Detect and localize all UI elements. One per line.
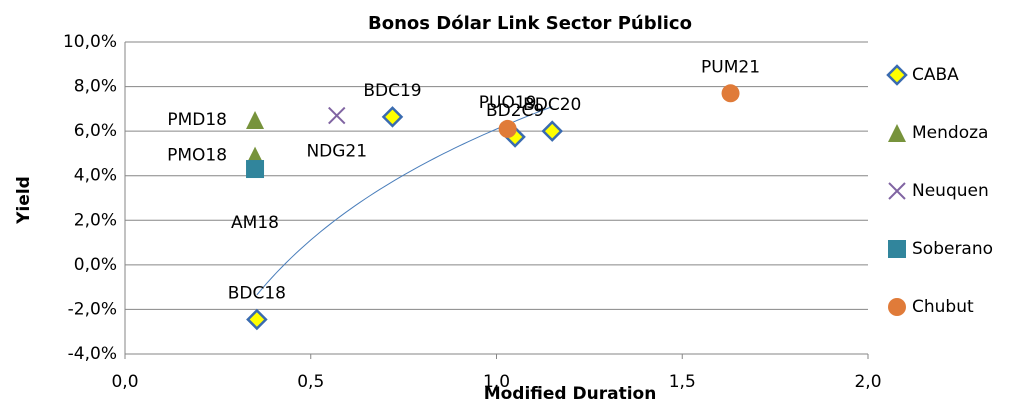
point xyxy=(246,160,265,179)
point xyxy=(721,84,740,103)
legend-label: Mendoza xyxy=(912,123,988,143)
point xyxy=(246,308,268,331)
legend-marker xyxy=(888,182,906,200)
data-label: AM18 xyxy=(231,213,279,233)
y-tick-label: 8,0% xyxy=(74,77,117,97)
legend-label: Chubut xyxy=(912,297,974,317)
data-label: BDC19 xyxy=(363,81,421,101)
y-tick-label: 10,0% xyxy=(63,32,117,52)
x-tick-label: 0,5 xyxy=(297,372,324,392)
point xyxy=(328,106,346,125)
data-label: BD2C9 xyxy=(486,101,544,121)
point xyxy=(246,111,265,129)
data-label: PMD18 xyxy=(167,110,227,130)
legend-marker xyxy=(888,240,906,258)
legend-marker xyxy=(888,298,906,316)
x-axis-title: Modified Duration xyxy=(484,384,657,404)
y-tick-label: 4,0% xyxy=(74,166,117,186)
y-tick-label: -2,0% xyxy=(68,299,117,319)
x-tick-label: 0,0 xyxy=(111,372,138,392)
legend-label: Neuquen xyxy=(912,181,989,201)
data-label: BDC18 xyxy=(228,283,286,303)
data-label: PUM21 xyxy=(701,57,760,77)
legend-label: Soberano xyxy=(912,239,993,259)
data-label: NDG21 xyxy=(306,142,367,162)
legend-marker xyxy=(886,64,908,86)
data-label: PMO18 xyxy=(167,146,227,166)
legend-label: CABA xyxy=(912,65,959,85)
point xyxy=(381,106,404,128)
data-label: PUO19 xyxy=(479,93,537,113)
x-tick-label: 1,5 xyxy=(669,372,696,392)
y-axis-title: Yield xyxy=(14,176,34,225)
point xyxy=(498,119,517,138)
x-tick-label: 2,0 xyxy=(854,372,881,392)
point xyxy=(541,120,563,142)
data-label: BDC20 xyxy=(523,95,581,115)
y-tick-label: 6,0% xyxy=(74,121,117,141)
legend-marker xyxy=(888,124,906,142)
y-tick-label: 2,0% xyxy=(74,210,117,230)
x-tick-label: 1,0 xyxy=(483,372,510,392)
chart-title: Bonos Dólar Link Sector Público xyxy=(368,13,692,34)
y-tick-label: -4,0% xyxy=(68,344,117,364)
y-tick-label: 0,0% xyxy=(74,255,117,275)
